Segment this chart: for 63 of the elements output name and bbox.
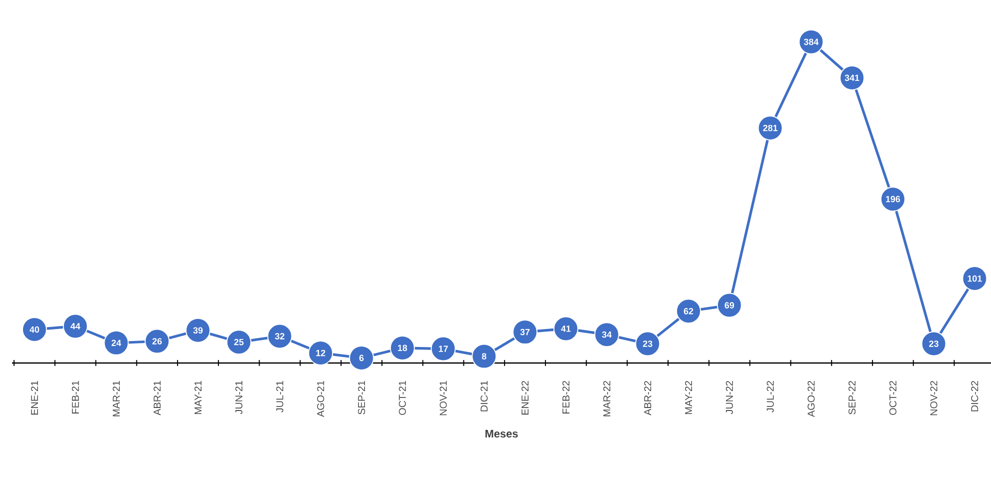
data-label: 69: [724, 302, 734, 308]
x-tick-label: NOV-22: [930, 381, 938, 416]
data-label: 12: [316, 350, 326, 356]
x-tick-label: AGO-22: [808, 381, 815, 418]
point: [62, 314, 88, 339]
data-label: 8: [482, 353, 486, 360]
x-tick-label: ENE-21: [31, 381, 38, 415]
x-tick-label: NOV-21: [440, 381, 447, 416]
x-tick-label: DIC-21: [480, 381, 488, 412]
x-tick-label: ENE-22: [522, 381, 528, 415]
point: [676, 298, 702, 324]
x-tick-label: FEB-21: [72, 380, 79, 414]
x-tick-label: OCT-22: [889, 381, 896, 415]
x-tick-label: JUN-22: [726, 381, 733, 414]
data-label: 41: [561, 326, 571, 332]
data-label: 101: [968, 275, 982, 282]
x-tick-label: ABR-21: [154, 381, 161, 416]
data-label: 18: [398, 344, 408, 352]
point: [716, 292, 742, 318]
data-label: 341: [844, 74, 860, 82]
data-label: 62: [684, 308, 694, 314]
data-label: 384: [804, 38, 819, 46]
data-label: 196: [886, 196, 900, 202]
x-tick-label: MAY-22: [685, 381, 692, 414]
point: [553, 316, 578, 342]
point: [185, 318, 210, 343]
point: [472, 344, 497, 369]
data-label: 34: [602, 331, 612, 338]
point: [267, 324, 292, 349]
x-tick-label: MAR-22: [603, 381, 610, 416]
x-tick-label: SEP-22: [848, 381, 856, 414]
data-label: 23: [929, 340, 938, 347]
x-tick-label: FEB-22: [562, 381, 570, 414]
data-label: 17: [438, 346, 448, 352]
data-label: 25: [234, 338, 244, 346]
point: [349, 345, 374, 370]
data-label: 32: [274, 333, 284, 340]
x-tick-label: SEP-21: [358, 381, 366, 414]
data-label: 37: [520, 328, 530, 336]
data-label: 24: [112, 340, 122, 346]
data-label: 44: [70, 323, 80, 330]
point: [921, 331, 946, 356]
x-axis-title: Meses: [485, 430, 518, 438]
point: [430, 336, 456, 362]
x-tick-label: ABR-22: [644, 381, 652, 416]
data-label: 6: [359, 354, 364, 362]
data-label: 40: [30, 326, 40, 333]
data-label: 23: [642, 340, 652, 347]
point: [104, 330, 129, 356]
x-tick-label: AGO-21: [317, 380, 324, 418]
x-tick-label: JUL-22: [766, 381, 774, 412]
x-tick-label: MAY-21: [194, 381, 202, 414]
x-tick-label: DIC-22: [971, 381, 978, 412]
x-tick-label: OCT-21: [398, 380, 406, 415]
data-label: 26: [152, 338, 162, 344]
point: [144, 328, 170, 354]
x-tick-label: JUL-21: [276, 381, 284, 412]
data-label: 281: [763, 124, 778, 132]
point: [390, 335, 415, 360]
x-tick-label: JUN-21: [235, 381, 242, 414]
data-label: 39: [193, 327, 203, 334]
point: [635, 331, 660, 356]
x-tick-label: MAR-21: [112, 381, 120, 416]
